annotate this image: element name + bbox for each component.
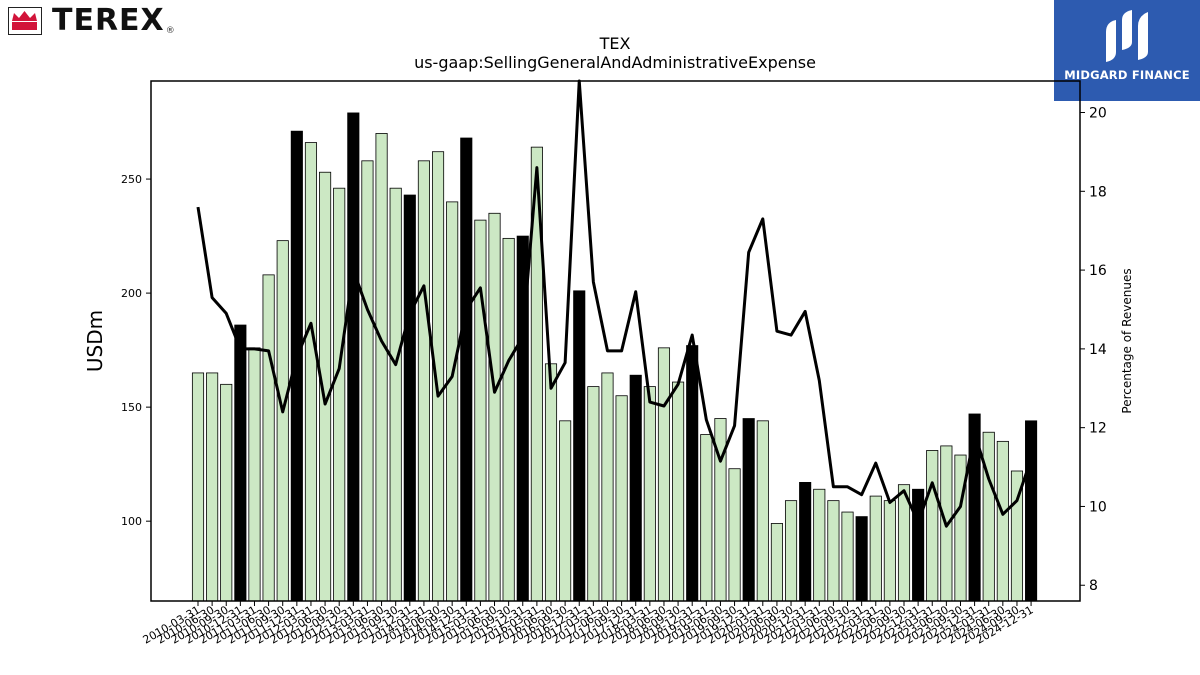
bar xyxy=(460,137,473,602)
bar xyxy=(488,212,501,602)
bar xyxy=(615,395,628,602)
bar xyxy=(657,347,671,602)
bar xyxy=(304,142,318,602)
plot-frame xyxy=(150,80,1081,602)
y-axis-left: 100 150 200 250 xyxy=(121,173,151,528)
y-tick-label: 100 xyxy=(121,515,142,528)
bar xyxy=(403,194,416,602)
bar xyxy=(813,488,826,602)
chart-subtitle: us-gaap:SellingGeneralAndAdministrativeE… xyxy=(414,53,816,72)
bar xyxy=(347,112,360,602)
bar xyxy=(672,381,685,602)
y-tick-label: 250 xyxy=(121,173,142,186)
bar xyxy=(573,290,586,602)
bar xyxy=(474,219,487,602)
bar xyxy=(290,130,303,602)
bar xyxy=(827,500,840,602)
bar xyxy=(276,240,289,602)
y-tick-label: 150 xyxy=(121,401,142,414)
y2-tick-label: 14 xyxy=(1089,342,1107,358)
bar xyxy=(770,523,783,602)
y2-tick-label: 8 xyxy=(1089,578,1098,594)
y-axis-label: USDm xyxy=(83,310,107,372)
bar xyxy=(841,511,854,602)
bar xyxy=(728,468,741,602)
bar xyxy=(206,372,219,602)
bar xyxy=(643,386,656,602)
x-axis: 2010-03-312010-06-302010-09-302010-12-31… xyxy=(141,601,1036,647)
bar xyxy=(389,187,402,602)
bar xyxy=(446,201,459,602)
midgard-finance-wordmark: MIDGARD FINANCE xyxy=(1064,68,1190,82)
bar xyxy=(700,434,713,602)
registered-mark: ® xyxy=(165,26,175,36)
bar xyxy=(234,324,247,602)
y2-tick-label: 18 xyxy=(1089,184,1107,200)
bar xyxy=(799,481,812,602)
bar xyxy=(601,372,614,602)
bar xyxy=(912,488,925,602)
bar xyxy=(502,237,515,602)
y2-tick-label: 10 xyxy=(1089,499,1107,515)
bar xyxy=(883,500,896,602)
bar xyxy=(333,187,346,602)
bar xyxy=(262,274,275,602)
bar xyxy=(220,383,233,602)
bar xyxy=(869,495,882,602)
bar xyxy=(855,516,868,602)
percentage-line xyxy=(196,79,1033,528)
chart-title: TEX xyxy=(599,34,631,53)
bar xyxy=(587,386,600,602)
midgard-emblem-icon xyxy=(1106,10,1148,62)
bar xyxy=(375,133,388,602)
bar xyxy=(559,420,572,602)
y2-tick-label: 12 xyxy=(1089,421,1107,437)
terex-wordmark: TEREX xyxy=(52,3,165,38)
bar-series xyxy=(191,112,1038,602)
bar xyxy=(544,363,558,602)
midgard-finance-logo: MIDGARD FINANCE xyxy=(1054,0,1200,101)
bar xyxy=(756,420,769,602)
bar xyxy=(191,372,205,602)
y-tick-label: 200 xyxy=(121,287,142,300)
bar xyxy=(996,440,1009,602)
y2-tick-label: 20 xyxy=(1089,106,1107,122)
y-axis-right: 8 10 12 14 16 18 20 xyxy=(1080,106,1107,594)
bar xyxy=(954,454,967,602)
y2-tick-label: 16 xyxy=(1089,263,1107,279)
bar xyxy=(1025,420,1038,602)
terex-logo: TEREX ® xyxy=(8,6,175,36)
bar xyxy=(982,431,995,602)
bar xyxy=(742,418,755,602)
bar xyxy=(926,450,939,602)
bar xyxy=(248,347,261,602)
bar xyxy=(361,160,374,602)
bar xyxy=(686,345,699,602)
y2-axis-label: Percentage of Revenues xyxy=(1120,268,1134,413)
terex-crown-icon xyxy=(8,7,42,35)
bar xyxy=(784,500,798,602)
bar xyxy=(417,160,430,602)
bar xyxy=(629,374,642,602)
